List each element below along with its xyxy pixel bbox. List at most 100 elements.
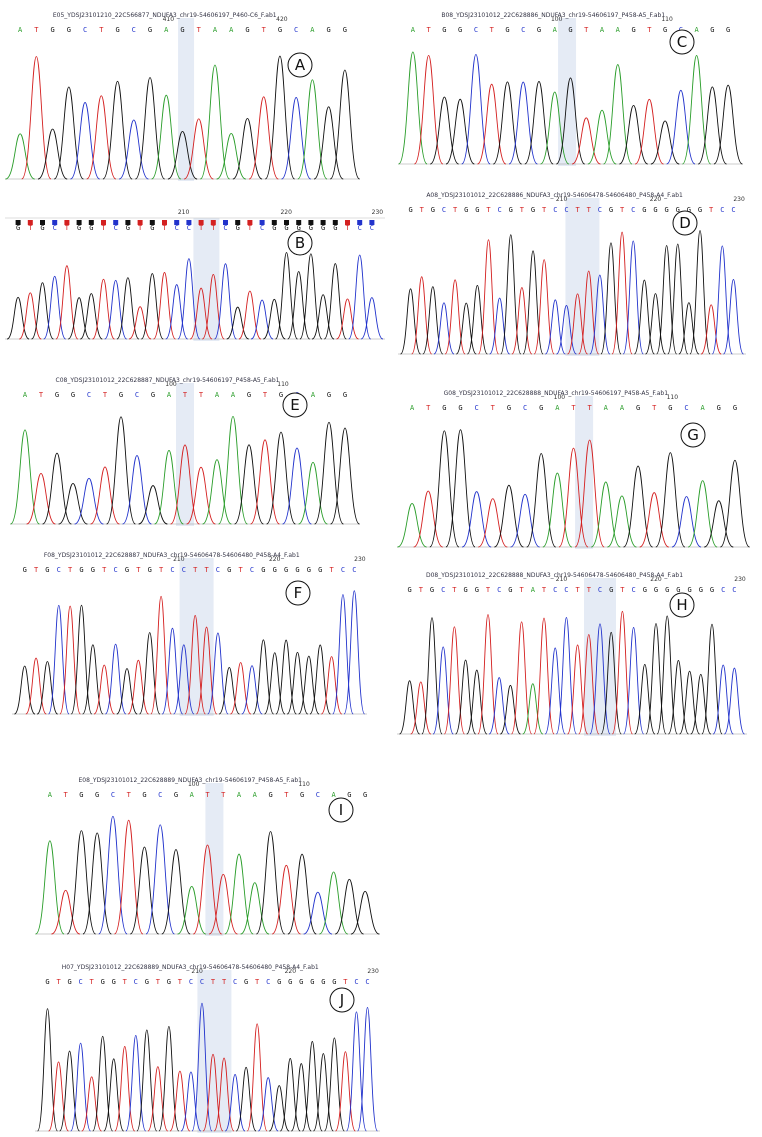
peak bbox=[55, 265, 79, 340]
base-letter: G bbox=[343, 26, 347, 34]
panel: D08_YDSJ23101012_22C628888_NDUFA3_chr19-… bbox=[397, 572, 747, 736]
panel-label: B bbox=[295, 234, 305, 252]
base-letter: G bbox=[407, 586, 411, 594]
panel-label: I bbox=[339, 801, 343, 819]
peak bbox=[511, 621, 533, 735]
peak bbox=[343, 590, 365, 715]
base-letter: T bbox=[588, 404, 593, 412]
base-letter: G bbox=[91, 566, 95, 574]
peak bbox=[542, 472, 573, 548]
label-circle bbox=[328, 797, 354, 823]
base-square bbox=[223, 220, 228, 225]
peak bbox=[421, 617, 443, 735]
peak bbox=[678, 302, 700, 355]
panel-label: D bbox=[679, 214, 691, 232]
base-letter: G bbox=[726, 26, 730, 34]
highlight bbox=[584, 578, 616, 736]
peak bbox=[79, 293, 103, 340]
peak bbox=[324, 1037, 345, 1132]
base-letter: G bbox=[668, 404, 672, 412]
peak bbox=[31, 282, 54, 340]
peak bbox=[645, 623, 667, 735]
peak bbox=[618, 104, 649, 165]
base-letter: G bbox=[277, 978, 281, 986]
base-letter: T bbox=[587, 586, 592, 594]
label-circle bbox=[669, 29, 695, 55]
position-number: 220 bbox=[269, 556, 281, 563]
base-letter: G bbox=[508, 586, 512, 594]
peak bbox=[320, 656, 343, 715]
position-number: 230 bbox=[372, 209, 384, 216]
peak bbox=[634, 663, 656, 735]
peak bbox=[429, 430, 460, 548]
peak bbox=[397, 502, 427, 548]
position-number: 110 bbox=[661, 16, 673, 23]
base-letter: C bbox=[475, 404, 479, 412]
base-letter: A bbox=[411, 26, 416, 34]
base-letter: C bbox=[233, 978, 237, 986]
peak bbox=[67, 297, 91, 340]
base-letter: G bbox=[458, 26, 462, 34]
peak bbox=[348, 254, 372, 340]
peak bbox=[37, 1008, 58, 1132]
peak bbox=[235, 1066, 257, 1132]
peak bbox=[360, 297, 384, 340]
peak bbox=[147, 1066, 169, 1132]
base-letter: A bbox=[237, 791, 242, 799]
base-letter: C bbox=[598, 206, 602, 214]
panel: E08_YDSJ23101012_22C628889_NDUFA3_chr19-… bbox=[35, 777, 380, 936]
peak bbox=[169, 1070, 191, 1132]
peak bbox=[74, 477, 104, 525]
peak bbox=[544, 647, 566, 735]
base-letter: T bbox=[183, 391, 188, 399]
peak bbox=[70, 102, 101, 180]
peak bbox=[623, 465, 654, 548]
peak bbox=[224, 1073, 246, 1132]
base-letter: C bbox=[135, 391, 139, 399]
file-name: A08_YDSJ23101012_22C628886_NDUFA3_chr19-… bbox=[426, 192, 683, 199]
peak bbox=[399, 680, 421, 735]
base-letter: G bbox=[442, 404, 446, 412]
base-letter: G bbox=[40, 224, 44, 232]
peak bbox=[234, 444, 264, 525]
base-letter: G bbox=[247, 391, 251, 399]
peak bbox=[102, 80, 133, 180]
peak bbox=[93, 664, 115, 715]
peak bbox=[118, 119, 149, 180]
base-letter: T bbox=[34, 26, 39, 34]
peak bbox=[336, 298, 359, 340]
base-letter: T bbox=[102, 566, 107, 574]
base-letter: G bbox=[167, 978, 171, 986]
base-letter: G bbox=[16, 224, 20, 232]
base-letter: A bbox=[531, 586, 536, 594]
base-letter: T bbox=[204, 566, 209, 574]
file-name: D08_YDSJ23101012_22C628888_NDUFA3_chr19-… bbox=[426, 572, 683, 579]
base-square bbox=[186, 220, 192, 225]
position-number: 100 bbox=[188, 781, 200, 788]
peak bbox=[21, 56, 52, 180]
base-letter: G bbox=[327, 391, 331, 399]
peak bbox=[129, 846, 160, 935]
peak bbox=[183, 118, 214, 180]
peak bbox=[161, 849, 191, 935]
file-name: E05_YDSJ23101210_22C566877_NDUFA3_chr19-… bbox=[53, 12, 277, 19]
base-letter: C bbox=[132, 26, 136, 34]
peak bbox=[510, 493, 540, 548]
peak bbox=[192, 844, 223, 935]
base-letter: G bbox=[458, 404, 462, 412]
base-square bbox=[64, 220, 70, 225]
base-letter: C bbox=[523, 404, 527, 412]
peak bbox=[70, 604, 93, 715]
file-name: F08_YDSJ23101012_22C628887_NDUFA3_chr19-… bbox=[44, 552, 300, 559]
peak bbox=[224, 853, 254, 935]
base-letter: T bbox=[156, 978, 161, 986]
peak bbox=[26, 473, 56, 525]
base-letter: A bbox=[311, 391, 316, 399]
base-letter: T bbox=[123, 978, 128, 986]
base-letter: T bbox=[542, 586, 547, 594]
peak bbox=[246, 1023, 268, 1132]
base-letter: T bbox=[222, 978, 227, 986]
base-letter: C bbox=[134, 978, 138, 986]
base-letter: C bbox=[365, 978, 369, 986]
peak bbox=[82, 832, 112, 935]
